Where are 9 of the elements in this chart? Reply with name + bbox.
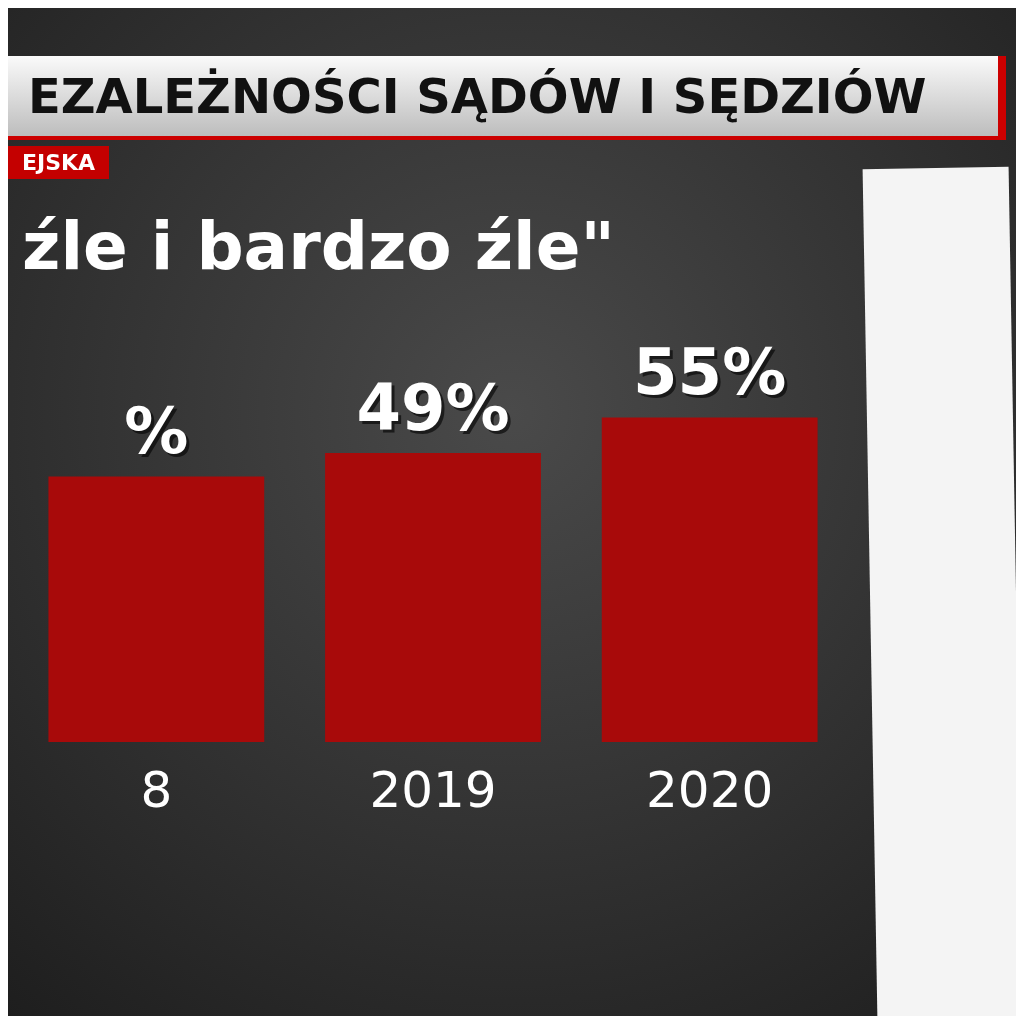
data-label: % — [124, 394, 189, 469]
text: źle i bardzo źle" — [22, 208, 615, 285]
x-tick-label: 2020 — [646, 760, 774, 819]
chart-title: EZALEŻNOŚCI SĄDÓW I SĘDZIÓW — [27, 68, 927, 124]
x-tick-label: 8 — [140, 760, 173, 819]
chart-subtitle: EJSKA — [8, 146, 110, 179]
data-label: 55% — [633, 335, 787, 410]
data-label: 49% — [356, 370, 510, 445]
x-tick-label: 2019 — [369, 760, 497, 819]
